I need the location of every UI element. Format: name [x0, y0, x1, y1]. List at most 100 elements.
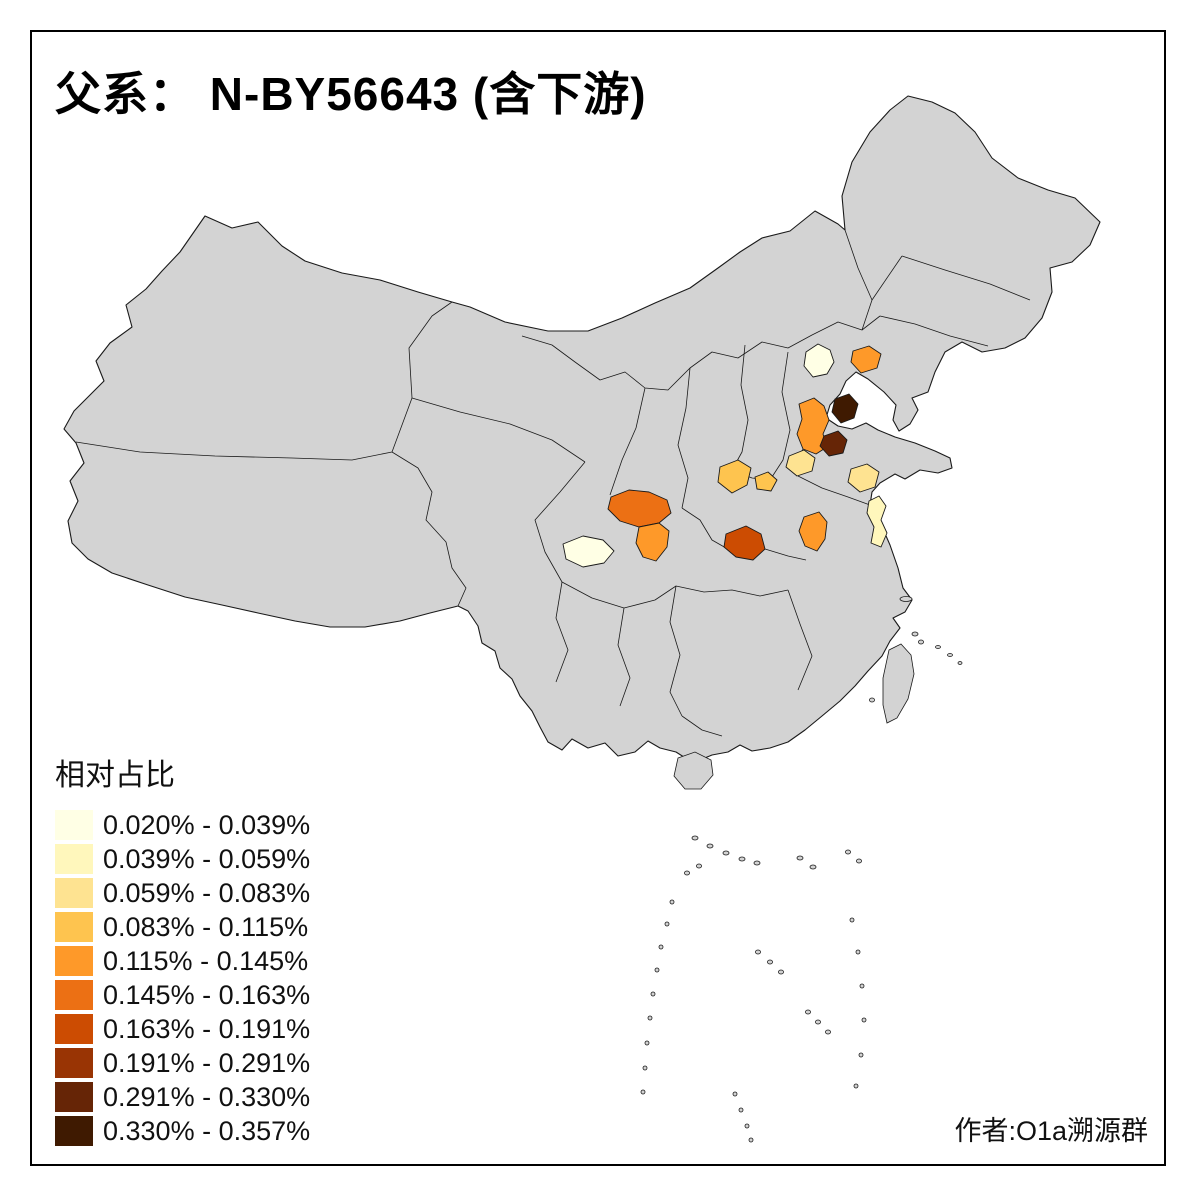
- legend-row: 0.291% - 0.330%: [55, 1080, 310, 1114]
- islet: [849, 917, 855, 923]
- islet: [753, 860, 761, 866]
- province-border-line: [609, 387, 646, 496]
- province-border-line: [521, 229, 873, 391]
- province-border-line: [681, 715, 723, 737]
- islet: [935, 645, 941, 649]
- map-region-14: [798, 511, 828, 552]
- map-region-07: [717, 459, 752, 494]
- islet: [957, 661, 963, 665]
- province-borders: [75, 229, 1031, 737]
- islet: [869, 697, 875, 703]
- page-title: 父系： N-BY56643 (含下游): [55, 68, 647, 120]
- map-region-04: [831, 393, 859, 424]
- map-region-11: [635, 522, 670, 562]
- province-border-line: [411, 397, 586, 463]
- legend-row: 0.059% - 0.083%: [55, 876, 310, 910]
- islet: [644, 1040, 650, 1046]
- legend-label: 0.059% - 0.083%: [103, 877, 311, 908]
- legend-swatch: [55, 1048, 93, 1078]
- attribution-text: 作者:O1a溯源群: [954, 1116, 1148, 1146]
- islet: [650, 991, 656, 997]
- province-border-line: [797, 475, 871, 506]
- province-border-line: [75, 441, 393, 461]
- legend-swatch: [55, 810, 93, 840]
- islet: [664, 921, 670, 927]
- province-border-line: [901, 255, 1031, 301]
- legend-row: 0.330% - 0.357%: [55, 1114, 310, 1148]
- islet: [732, 1091, 738, 1097]
- islet: [918, 639, 924, 645]
- islet: [642, 1065, 648, 1071]
- islet: [825, 1029, 831, 1035]
- legend-swatch: [55, 878, 93, 908]
- legend-label: 0.163% - 0.191%: [103, 1013, 311, 1044]
- hainan-island: [673, 751, 714, 790]
- islet: [744, 1123, 750, 1129]
- islet: [815, 1019, 821, 1025]
- islet: [706, 843, 714, 849]
- map-region-09: [847, 463, 880, 493]
- islands: [640, 596, 963, 1143]
- legend-swatch: [55, 1116, 93, 1146]
- islet: [722, 850, 730, 856]
- legend-label: 0.115% - 0.145%: [103, 945, 309, 976]
- islet: [640, 1089, 646, 1095]
- legend-label: 0.330% - 0.357%: [103, 1115, 311, 1146]
- islet: [654, 967, 660, 973]
- legend-row: 0.115% - 0.145%: [55, 944, 310, 978]
- islet: [809, 864, 817, 870]
- map-region-13: [723, 525, 766, 561]
- legend: 相对占比 0.020% - 0.039% 0.039% - 0.059% 0.0…: [55, 750, 310, 1148]
- legend-label: 0.083% - 0.115%: [103, 911, 309, 942]
- islet: [647, 1015, 653, 1021]
- map-region-12: [562, 535, 615, 568]
- legend-swatch: [55, 844, 93, 874]
- legend-label: 0.145% - 0.163%: [103, 979, 311, 1010]
- islet: [853, 1083, 859, 1089]
- map-region-01: [803, 343, 835, 378]
- map-region-05: [819, 430, 848, 457]
- islet: [947, 653, 953, 657]
- islet: [856, 858, 862, 864]
- islet: [899, 596, 913, 602]
- province-border-line: [555, 581, 569, 683]
- province-border-line: [534, 461, 586, 583]
- islet: [738, 1107, 744, 1113]
- province-border-line: [787, 589, 813, 691]
- taiwan-island: [882, 643, 915, 724]
- map-region-08: [754, 471, 778, 492]
- islet: [858, 1052, 864, 1058]
- province-border-line: [764, 548, 807, 561]
- islet: [778, 969, 784, 975]
- province-border-line: [681, 507, 727, 549]
- legend-row: 0.039% - 0.059%: [55, 842, 310, 876]
- province-border-line: [669, 585, 683, 717]
- province-border-line: [879, 315, 989, 347]
- islet: [658, 944, 664, 950]
- mainland-group: [63, 95, 1101, 771]
- legend-swatch: [55, 980, 93, 1010]
- legend-swatch: [55, 1014, 93, 1044]
- islet: [845, 849, 851, 855]
- legend-swatch: [55, 912, 93, 942]
- islet: [691, 835, 699, 841]
- province-border-line: [861, 315, 881, 331]
- legend-label: 0.191% - 0.291%: [103, 1047, 311, 1078]
- china-mainland-shape: [63, 95, 1101, 771]
- legend-label: 0.291% - 0.330%: [103, 1081, 311, 1112]
- map-region-06: [785, 449, 816, 477]
- province-border-line: [871, 255, 903, 301]
- islet: [755, 949, 761, 955]
- islet: [669, 899, 675, 905]
- province-border-line: [769, 351, 791, 481]
- legend-row: 0.145% - 0.163%: [55, 978, 310, 1012]
- map-region-10: [607, 489, 672, 528]
- islet: [855, 949, 861, 955]
- province-border-line: [617, 607, 631, 707]
- legend-items: 0.020% - 0.039% 0.039% - 0.059% 0.059% -…: [55, 808, 310, 1148]
- islet: [805, 1009, 811, 1015]
- map-region-02: [850, 345, 882, 374]
- legend-label: 0.020% - 0.039%: [103, 809, 311, 840]
